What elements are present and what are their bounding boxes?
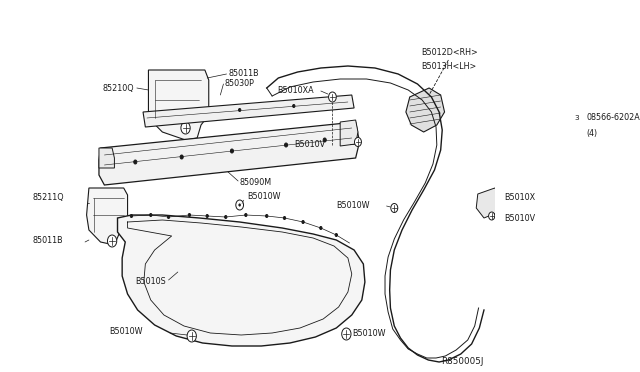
Circle shape — [335, 234, 337, 237]
Circle shape — [108, 235, 116, 247]
Polygon shape — [148, 70, 209, 140]
Circle shape — [188, 214, 191, 217]
Text: B5012D<RH>: B5012D<RH> — [421, 48, 478, 57]
Circle shape — [244, 214, 247, 217]
Circle shape — [236, 200, 244, 210]
Circle shape — [328, 92, 336, 102]
Polygon shape — [476, 188, 501, 218]
Circle shape — [391, 203, 398, 212]
Text: 85011B: 85011B — [33, 235, 63, 244]
Text: 85011B: 85011B — [228, 68, 259, 77]
Circle shape — [239, 109, 241, 112]
Circle shape — [134, 160, 137, 164]
Circle shape — [302, 221, 304, 224]
Text: B5010V: B5010V — [294, 140, 325, 148]
Circle shape — [180, 155, 183, 159]
Circle shape — [285, 143, 287, 147]
Text: B5010W: B5010W — [353, 330, 386, 339]
Circle shape — [206, 215, 209, 218]
Text: R850005J: R850005J — [441, 357, 483, 366]
Circle shape — [131, 215, 132, 218]
Text: 3: 3 — [575, 115, 579, 121]
Circle shape — [230, 149, 234, 153]
Circle shape — [266, 215, 268, 218]
Circle shape — [546, 109, 552, 117]
Polygon shape — [86, 188, 127, 245]
Circle shape — [320, 227, 322, 230]
Text: 85090M: 85090M — [239, 177, 272, 186]
Text: 85211Q: 85211Q — [33, 192, 64, 202]
Text: 85030P: 85030P — [224, 78, 254, 87]
Polygon shape — [118, 215, 365, 346]
Circle shape — [181, 122, 190, 134]
Circle shape — [150, 214, 152, 217]
Circle shape — [284, 217, 285, 219]
Text: B5013H<LH>: B5013H<LH> — [421, 61, 477, 71]
Circle shape — [187, 330, 196, 342]
Circle shape — [342, 328, 351, 340]
Polygon shape — [340, 120, 358, 146]
Circle shape — [488, 212, 495, 220]
Text: B5010W: B5010W — [109, 327, 143, 337]
Polygon shape — [406, 88, 445, 132]
Text: 08566-6202A: 08566-6202A — [586, 112, 640, 122]
Text: B5010W: B5010W — [336, 201, 370, 209]
Text: B5010X: B5010X — [504, 192, 535, 202]
Text: B5010XA: B5010XA — [276, 86, 314, 94]
Text: B5010S: B5010S — [135, 278, 166, 286]
Text: 85210Q: 85210Q — [103, 83, 134, 93]
Text: B5010V: B5010V — [504, 214, 535, 222]
Circle shape — [292, 105, 295, 108]
Text: B5010W: B5010W — [248, 192, 281, 201]
Text: (4): (4) — [586, 128, 597, 138]
Polygon shape — [143, 95, 354, 127]
Circle shape — [323, 138, 326, 142]
Circle shape — [168, 215, 170, 218]
Circle shape — [239, 204, 241, 206]
Circle shape — [225, 215, 227, 218]
Polygon shape — [99, 122, 360, 185]
Circle shape — [568, 108, 584, 128]
Circle shape — [355, 138, 362, 147]
Polygon shape — [99, 148, 115, 168]
